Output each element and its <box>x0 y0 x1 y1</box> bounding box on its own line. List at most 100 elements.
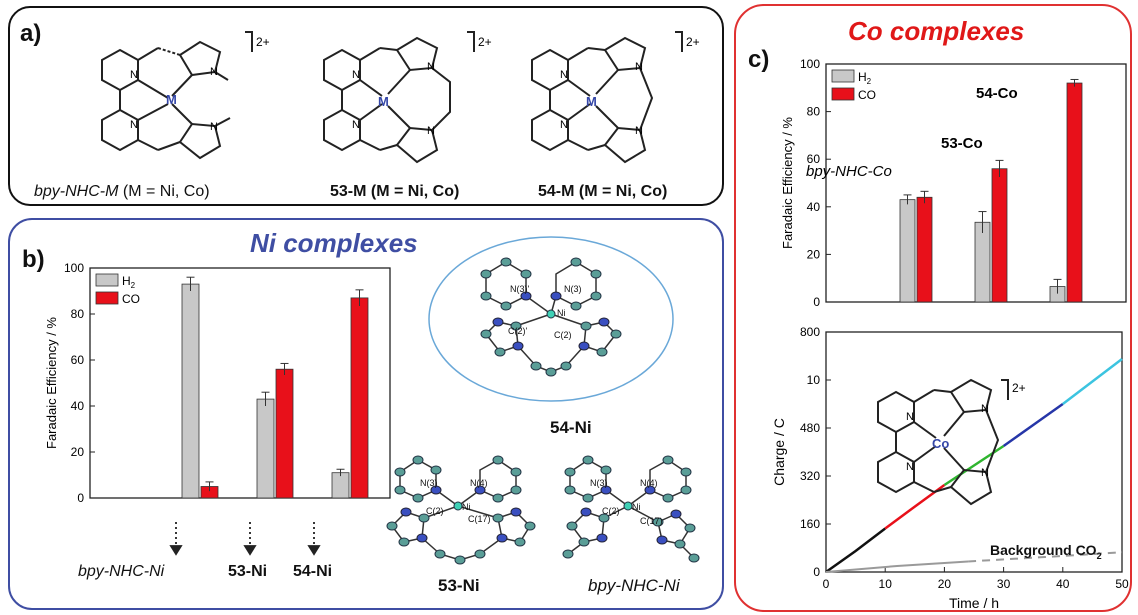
background-line-dashed <box>968 551 1123 563</box>
svg-text:N: N <box>352 69 360 81</box>
y-tick-label: 40 <box>807 200 821 214</box>
panel-c: c) Co complexes 0 20 40 60 80 100 Faradaic Eff… <box>734 4 1132 612</box>
svg-text:C(17): C(17) <box>640 516 663 526</box>
svg-text:Ni: Ni <box>632 502 641 512</box>
legend-label: H2 <box>122 274 136 290</box>
svg-text:N: N <box>210 66 218 78</box>
svg-text:2+: 2+ <box>478 35 492 49</box>
svg-text:N: N <box>906 411 914 423</box>
svg-text:C(2): C(2) <box>554 330 572 340</box>
svg-text:N: N <box>906 461 914 473</box>
arrows <box>169 522 321 556</box>
plot-frame <box>89 267 391 499</box>
svg-text:N(3): N(3) <box>420 478 438 488</box>
label-54-ni: 54-Ni <box>293 563 333 580</box>
legend-swatch <box>831 69 855 83</box>
structure-bpy-nhc-m: M 2+ N N N N <box>101 31 270 160</box>
svg-text:N(3): N(3) <box>590 478 608 488</box>
svg-text:N: N <box>981 403 989 415</box>
y-tick-label: 800 <box>800 325 820 339</box>
y-tick-label: 320 <box>800 469 820 483</box>
svg-text:N(4): N(4) <box>470 478 488 488</box>
svg-text:C(2)': C(2)' <box>508 326 527 336</box>
svg-text:Ni: Ni <box>462 502 471 512</box>
structure-54-m: M 2+ N N N N <box>531 31 700 164</box>
bar-co <box>350 297 369 499</box>
svg-text:M: M <box>166 92 177 107</box>
bar-annotation: 53-Co <box>941 135 983 152</box>
crystal-bpy-nhc-ni: N(3) N(4) C(2) Ni C(17) <box>562 455 700 563</box>
svg-text:N: N <box>560 69 568 81</box>
caption-53-m: 53-M (M = Ni, Co) <box>330 183 460 200</box>
panel-c-title: Co complexes <box>848 16 1025 46</box>
crystal-label-54-ni: 54-Ni <box>550 418 592 437</box>
y-tick-label: 160 <box>800 517 820 531</box>
svg-text:M: M <box>586 94 597 109</box>
bar-h2 <box>256 398 275 499</box>
x-tick-label: 10 <box>879 577 893 591</box>
bar-h2 <box>974 221 991 303</box>
bar-co <box>275 368 294 499</box>
x-tick-label: 30 <box>997 577 1011 591</box>
label-bpy-nhc-ni: bpy-NHC-Ni <box>78 563 165 580</box>
svg-text:N: N <box>981 467 989 479</box>
bar-co <box>991 168 1008 303</box>
y-tick-label: 10 <box>807 373 821 387</box>
y-axis-label: Faradaic Efficiency / % <box>44 317 59 449</box>
bar-h2 <box>899 199 916 303</box>
panel-b-label: b) <box>22 246 45 273</box>
svg-text:N: N <box>427 61 435 73</box>
svg-text:C(2): C(2) <box>602 506 620 516</box>
svg-text:N: N <box>352 119 360 131</box>
panel-c-label: c) <box>748 46 770 73</box>
bar-h2 <box>331 472 350 499</box>
svg-text:N: N <box>635 125 643 137</box>
bar-co <box>1066 82 1083 303</box>
crystal-54-ni: N(3)' N(3) C(2)' Ni C(2) <box>428 236 674 402</box>
legend-swatch <box>95 291 119 305</box>
crystal-53-ni: N(3) N(4) C(2) Ni C(17) <box>386 455 536 565</box>
co-faradaic-chart: 0 20 40 60 80 100 Faradaic Efficiency / % H2 CO b… <box>780 57 1127 309</box>
bar-annotation: bpy-NHC-Co <box>806 163 892 180</box>
y-tick-label: 480 <box>800 421 820 435</box>
svg-text:N: N <box>427 125 435 137</box>
svg-text:N: N <box>130 119 138 131</box>
x-axis-label: Time / h <box>949 595 999 611</box>
y-tick-label: 20 <box>807 247 821 261</box>
ni-faradaic-chart: 0 20 40 60 80 100 Faradaic Efficiency / % H2 CO <box>44 261 391 505</box>
y-tick-label: 40 <box>71 399 85 413</box>
y-tick-label: 100 <box>800 57 820 71</box>
caption-54-m: 54-M (M = Ni, Co) <box>538 183 668 200</box>
y-tick-label: 80 <box>807 105 821 119</box>
svg-text:N(4): N(4) <box>640 478 658 488</box>
legend-swatch <box>831 87 855 101</box>
y-axis-label: Charge / C <box>771 418 787 486</box>
svg-text:N: N <box>130 69 138 81</box>
panel-a: a) M 2+ N N N N bpy-NHC-M (M = Ni, Co <box>8 6 724 206</box>
y-tick-label: 20 <box>71 445 85 459</box>
panel-b: b) Ni complexes 0 20 40 60 80 100 Faradaic Eff… <box>8 218 724 610</box>
panel-b-title: Ni complexes <box>250 228 418 258</box>
svg-text:2+: 2+ <box>686 35 700 49</box>
y-tick-label: 60 <box>71 353 85 367</box>
structure-53-m: M 2+ N N N N <box>323 31 492 164</box>
y-tick-label: 0 <box>77 491 84 505</box>
x-tick-label: 40 <box>1056 577 1070 591</box>
y-tick-label: 0 <box>813 565 820 579</box>
x-tick-label: 20 <box>938 577 952 591</box>
svg-text:2+: 2+ <box>256 35 270 49</box>
bar-co <box>916 196 933 303</box>
inset-structure-co: Co 2+ N N N N <box>877 378 1026 506</box>
legend-label: CO <box>122 292 140 306</box>
background-line <box>825 560 969 573</box>
svg-text:N: N <box>560 119 568 131</box>
x-tick-label: 0 <box>823 577 830 591</box>
svg-text:N(3): N(3) <box>564 284 582 294</box>
y-tick-label: 0 <box>813 295 820 309</box>
bar-annotation: 54-Co <box>976 85 1018 102</box>
svg-text:N(3)': N(3)' <box>510 284 529 294</box>
panel-a-label: a) <box>20 20 42 47</box>
legend-label: CO <box>858 88 876 102</box>
charge-line-segment <box>825 527 886 574</box>
svg-text:2+: 2+ <box>1012 381 1026 395</box>
